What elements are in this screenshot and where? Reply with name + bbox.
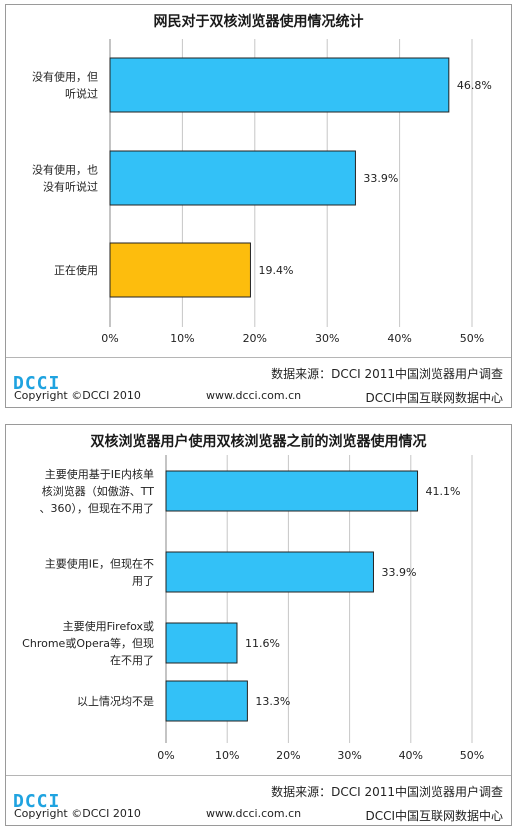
website-link[interactable]: www.dcci.com.cn: [206, 807, 302, 820]
x-tick-label: 20%: [243, 332, 267, 345]
footer-divider: [6, 775, 511, 776]
x-tick-label: 30%: [315, 332, 339, 345]
website-link[interactable]: www.dcci.com.cn: [206, 389, 302, 402]
data-source: 数据来源：DCCI 2011中国浏览器用户调查: [271, 367, 503, 381]
data-label: 33.9%: [381, 566, 416, 579]
x-tick-label: 10%: [170, 332, 194, 345]
x-tick-label: 0%: [157, 749, 174, 762]
organization-name: DCCI中国互联网数据中心: [365, 809, 503, 823]
chart-panel-2: 双核浏览器用户使用双核浏览器之前的浏览器使用情况 0% 10% 20% 30% 40% 5…: [5, 424, 512, 826]
copyright: Copyright ©DCCI 2010: [14, 389, 141, 402]
category-label: 在不用了: [110, 654, 154, 667]
data-label: 19.4%: [258, 264, 293, 277]
bar: [165, 470, 419, 512]
category-label: 听说过: [65, 87, 98, 101]
category-label: 主要使用Firefox或: [63, 620, 154, 633]
bar: [165, 680, 248, 722]
chart-panel-1: 网民对于双核浏览器使用情况统计 0% 10% 20% 30% 40% 50% 46.8% 没有…: [5, 4, 512, 408]
bar: [109, 57, 450, 113]
copyright: Copyright ©DCCI 2010: [14, 807, 141, 820]
chart-title: 网民对于双核浏览器使用情况统计: [153, 14, 364, 30]
data-label: 11.6%: [245, 637, 280, 650]
data-label: 13.3%: [255, 695, 290, 708]
bar: [109, 150, 356, 206]
chart-title: 双核浏览器用户使用双核浏览器之前的浏览器使用情况: [90, 434, 427, 450]
category-label: 没有听说过: [43, 180, 98, 194]
dcci-logo: DCCI: [13, 791, 61, 812]
category-label: 核浏览器（如傲游、TT: [42, 484, 155, 498]
category-label: 没有使用，也: [32, 163, 98, 177]
footer-divider: [6, 357, 511, 358]
x-tick-label: 50%: [460, 332, 484, 345]
x-tick-label: 50%: [460, 749, 484, 762]
data-label: 33.9%: [363, 172, 398, 185]
category-label: 以上情况均不是: [77, 695, 154, 708]
data-label: 41.1%: [426, 485, 461, 498]
x-tick-label: 30%: [337, 749, 361, 762]
bar-chart-2: 0% 10% 20% 30% 40% 50% 41.1% 主要使用基于IE内核单核浏览器（如傲…: [22, 455, 484, 762]
x-tick-label: 40%: [399, 749, 423, 762]
category-label: 主要使用基于IE内核单: [45, 467, 154, 481]
category-label: 用了: [132, 575, 154, 588]
category-label: 主要使用IE，但现在不: [45, 558, 154, 571]
organization-name: DCCI中国互联网数据中心: [365, 391, 503, 405]
data-source: 数据来源：DCCI 2011中国浏览器用户调查: [271, 785, 503, 799]
x-tick-label: 0%: [101, 332, 118, 345]
x-tick-label: 10%: [215, 749, 239, 762]
bar: [165, 551, 374, 593]
dcci-logo: DCCI: [13, 373, 61, 394]
data-label: 46.8%: [457, 79, 492, 92]
bar: [109, 242, 251, 298]
category-label: 没有使用，但: [32, 70, 98, 84]
category-label: Chrome或Opera等，但现: [22, 636, 154, 650]
x-tick-label: 20%: [276, 749, 300, 762]
x-tick-label: 40%: [387, 332, 411, 345]
bar: [165, 622, 238, 664]
category-label: 正在使用: [54, 264, 98, 277]
category-label: 、360），但现在不用了: [40, 502, 155, 515]
